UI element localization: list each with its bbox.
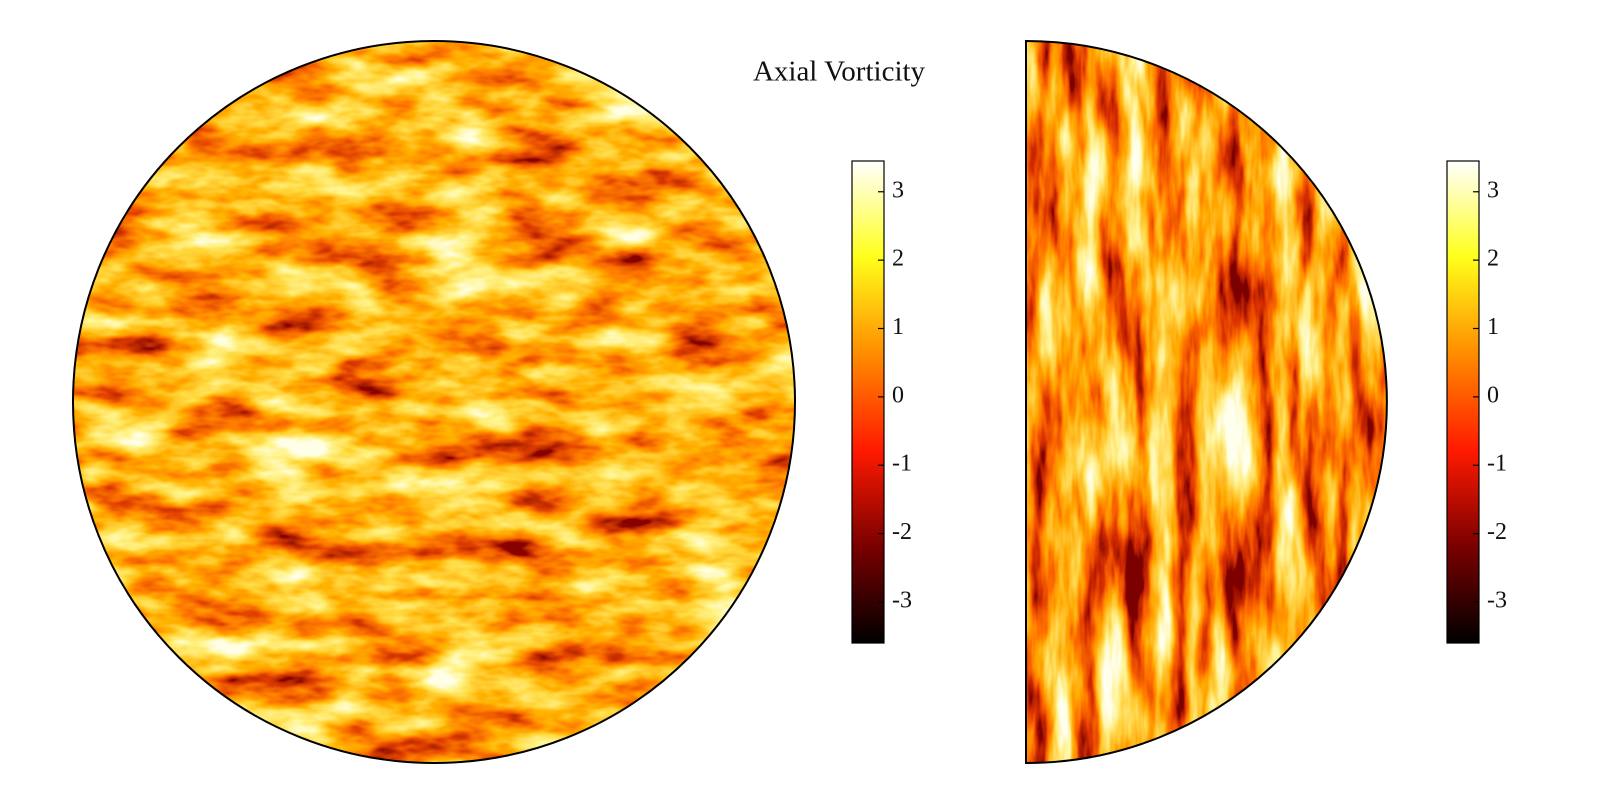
colorbar-tick-label: 0 [892,382,904,408]
colorbar-tick-label: 1 [1487,314,1499,340]
field-half-disk [1026,41,1387,763]
colorbar-tick-label: 2 [1487,246,1499,272]
colorbar-tick-label: -2 [1487,519,1507,545]
colorbar-tick-label: 2 [892,246,904,272]
colorbar-tick-label: -2 [892,519,912,545]
half-disk-outline [1025,39,1388,765]
colorbar-tick-label: -3 [1487,587,1507,613]
field-image [1026,41,1387,763]
colorbar-tick-label: -1 [1487,451,1507,477]
chart-title: Axial Vorticity [753,56,926,88]
colorbar-tick-label: -1 [892,451,912,477]
colorbar [851,160,885,644]
field-disk [73,41,795,763]
colorbar-tick-label: 0 [1487,382,1499,408]
colorbar [1446,160,1480,644]
colorbar-tick-label: 3 [892,177,904,203]
field-image [73,41,795,763]
colorbar-tick-label: 3 [1487,177,1499,203]
disk-outline [72,40,796,764]
colorbar-tick-label: -3 [892,587,912,613]
colorbar-tick-label: 1 [892,314,904,340]
